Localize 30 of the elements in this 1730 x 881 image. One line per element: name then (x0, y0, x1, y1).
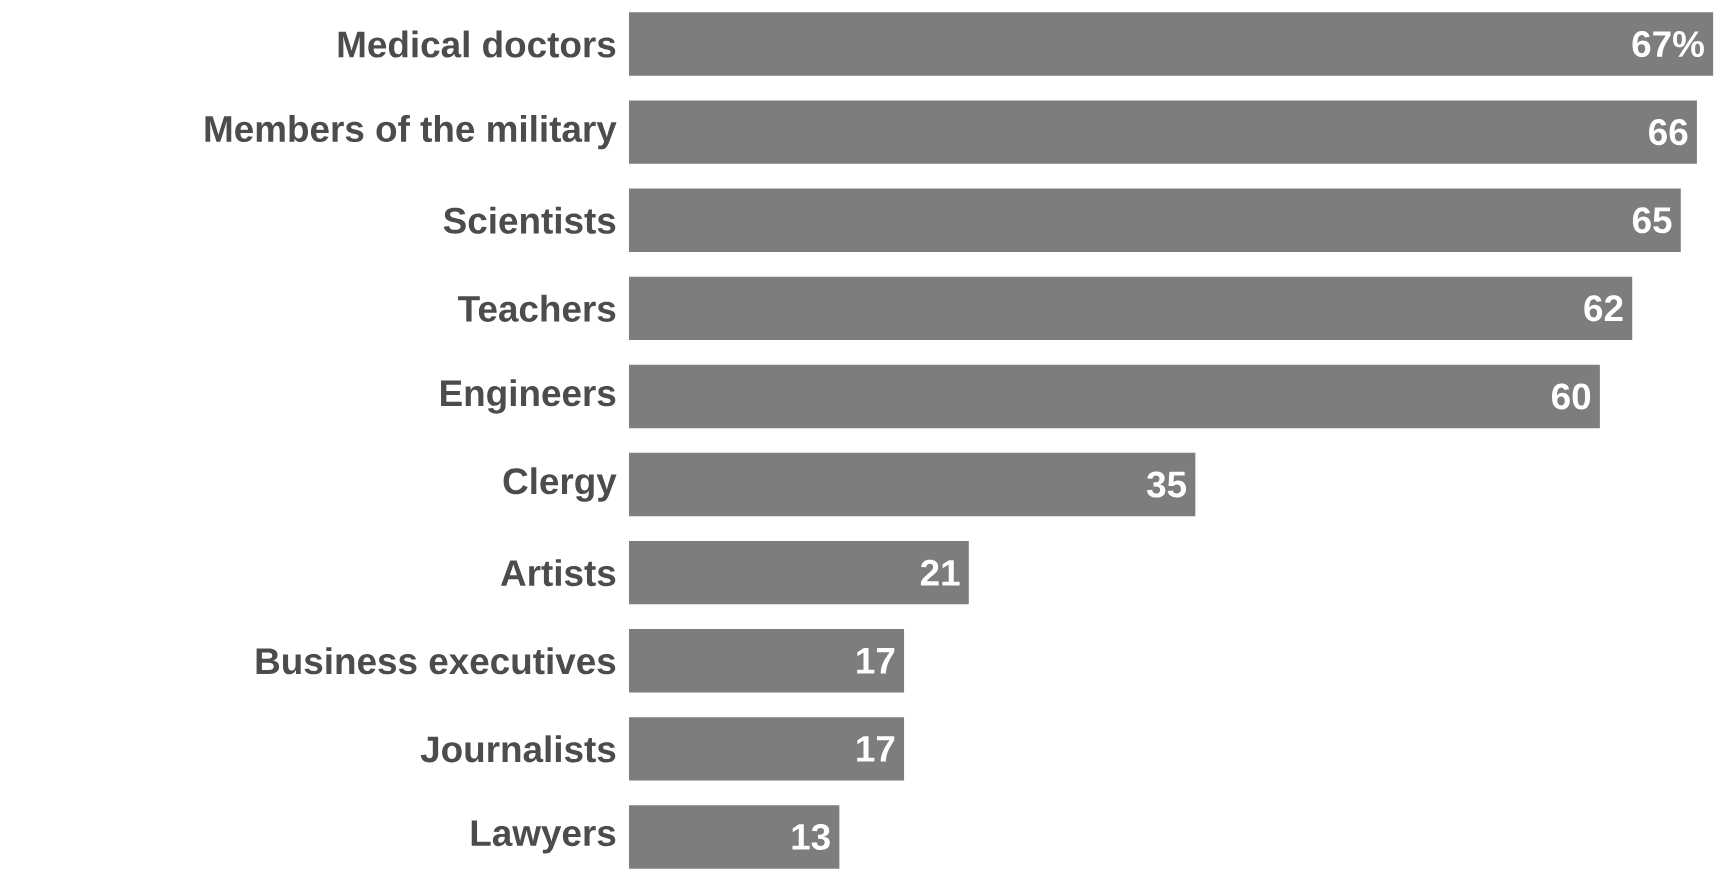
bar (629, 717, 905, 781)
data-label: 35 (1146, 471, 1187, 498)
bar (629, 276, 1633, 341)
data-label: 65 (1632, 207, 1672, 234)
data-label: 13 (792, 823, 830, 851)
bar (629, 12, 1714, 76)
data-label: 21 (920, 559, 960, 586)
y-tick-label: Teachers (458, 294, 616, 322)
y-tick-label: Members of the military (205, 114, 617, 150)
y-tick-label: Clergy (503, 467, 617, 502)
bar (629, 100, 1697, 164)
data-label: 67% (1632, 31, 1704, 58)
data-label: 17 (857, 648, 895, 674)
y-tick-label: Engineers (441, 379, 616, 414)
bar (629, 364, 1600, 429)
data-label: 60 (1552, 383, 1591, 410)
bar (629, 188, 1681, 252)
data-label: 17 (857, 736, 895, 762)
y-tick-label: Scientists (443, 206, 616, 234)
y-tick-label: Artists (500, 559, 616, 587)
y-tick-label: Lawyers (471, 820, 616, 854)
bar (629, 629, 905, 693)
bar (629, 452, 1196, 517)
bar (629, 540, 969, 605)
data-label: 66 (1649, 119, 1688, 146)
data-label: 62 (1584, 295, 1623, 322)
bar (629, 805, 840, 869)
y-tick-label: Business executives (256, 647, 616, 675)
y-tick-label: Medical doctors (338, 30, 616, 58)
y-tick-label: Journalists (420, 735, 616, 763)
